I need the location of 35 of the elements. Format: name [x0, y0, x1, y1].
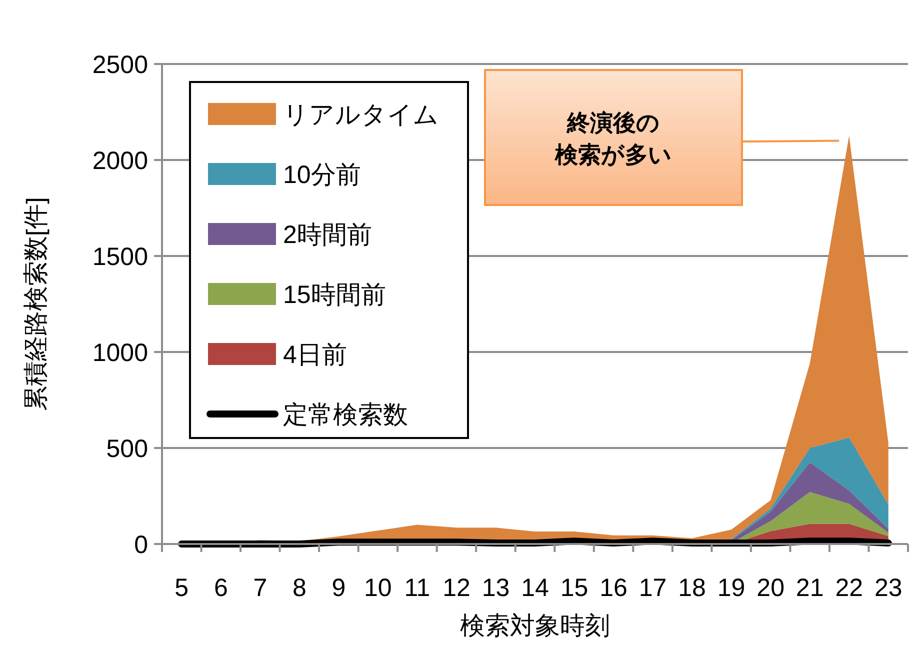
legend-label: 定常検索数	[283, 401, 408, 429]
y-axis-title: 累積経路検索数[件]	[22, 197, 50, 411]
y-tick-label: 1500	[92, 243, 148, 271]
legend-label: 2時間前	[283, 221, 372, 249]
x-tick-label: 9	[332, 574, 346, 602]
x-tick-label: 10	[364, 574, 392, 602]
x-tick-label: 6	[214, 574, 228, 602]
x-tick-label: 22	[835, 574, 864, 602]
x-tick-label: 12	[442, 574, 470, 602]
annotation: 終演後の検索が多い	[554, 110, 672, 168]
x-tick-label: 8	[292, 574, 306, 602]
y-tick-label: 2500	[92, 51, 148, 79]
x-tick-label: 23	[874, 574, 902, 602]
callout: 終演後の検索が多い	[484, 69, 840, 206]
x-tick-label: 20	[756, 574, 784, 602]
x-tick-label: 7	[253, 574, 268, 602]
y-tick-label: 500	[106, 435, 148, 463]
x-tick-label: 16	[600, 574, 628, 602]
x-tick-label: 13	[482, 574, 510, 602]
x-tick-label: 5	[174, 574, 189, 602]
y-tick-label: 0	[134, 531, 148, 559]
x-axis-title: 検索対象時刻	[460, 612, 610, 640]
x-tick-label: 17	[638, 574, 667, 602]
x-tick-label: 19	[717, 574, 746, 602]
x-tick-label: 18	[678, 574, 706, 602]
legend-label: 10分前	[283, 161, 361, 189]
x-tick-label: 14	[521, 574, 549, 602]
y-tick-label: 2000	[92, 147, 148, 175]
x-tick-label: 21	[796, 574, 824, 602]
y-tick-label: 1000	[92, 339, 148, 367]
legend-label: リアルタイム	[283, 101, 439, 129]
x-tick-label: 11	[404, 574, 430, 602]
legend-label: 15時間前	[283, 281, 386, 309]
legend-label: 4日前	[283, 341, 347, 369]
x-tick-label: 15	[560, 574, 588, 602]
